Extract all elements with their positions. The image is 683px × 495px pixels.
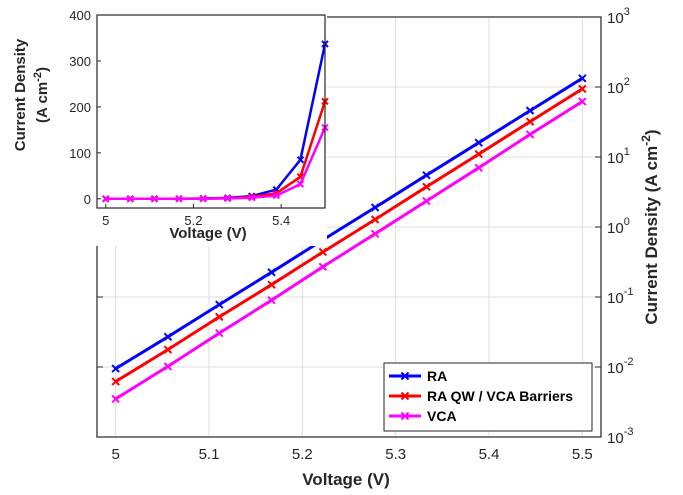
- y-tick-label: 100: [607, 216, 630, 237]
- series-line: [114, 77, 584, 370]
- data-point: [578, 74, 587, 83]
- y-tick-label: 101: [607, 146, 630, 167]
- inset-x-tick-label: 5: [102, 213, 109, 228]
- data-point: [163, 332, 173, 342]
- inset-y-tick-label: 0: [84, 192, 91, 207]
- data-point: [267, 280, 276, 289]
- x-tick-label: 5.4: [479, 446, 500, 463]
- legend-item-ra: RA: [389, 368, 447, 384]
- y-tick-label: 10-1: [607, 286, 633, 307]
- inset-data-point: [150, 195, 159, 203]
- inset-data-point: [272, 191, 281, 200]
- x-tick-label: 5.2: [292, 446, 313, 463]
- legend-item-ra-qw-vca-barriers: RA QW / VCA Barriers: [389, 388, 573, 404]
- data-point: [111, 377, 120, 386]
- series-line: [114, 100, 584, 401]
- data-point: [578, 97, 587, 106]
- series-ra-qw-vca-barriers: [111, 84, 587, 386]
- inset-y-axis-label-line1: Current Density: [12, 38, 29, 151]
- legend-marker: [400, 411, 410, 421]
- data-point: [474, 138, 483, 147]
- y-tick-label: 102: [607, 76, 630, 97]
- inset-x-axis-label: Voltage (V): [169, 225, 246, 242]
- data-point: [163, 345, 173, 354]
- main-y-tick-labels: 10-3 10-2 10-1 100 101 102 103: [607, 6, 633, 447]
- main-chart: 5 5.1 5.2 5.3 5.4 5.5 10-310-210-110010110210…: [96, 6, 661, 489]
- legend-marker: [400, 391, 410, 401]
- series-line: [114, 87, 584, 383]
- data-point: [370, 203, 380, 212]
- x-tick-label: 5: [111, 446, 119, 463]
- inset-data-point: [175, 195, 183, 203]
- inset-y-axis-label-line2: (A cm-2): [32, 67, 51, 123]
- data-point: [474, 149, 483, 159]
- data-point: [525, 106, 535, 115]
- inset-x-tick-label: 5.4: [272, 213, 290, 228]
- inset-data-point: [199, 194, 207, 203]
- inset-x-tick-labels: 5 5.2 5.4: [102, 204, 290, 228]
- inset-axes-box: [96, 14, 326, 209]
- inset-data-point: [102, 195, 110, 203]
- x-tick-label: 5.1: [199, 446, 220, 463]
- data-point: [215, 300, 224, 309]
- inset-y-tick-label: 100: [69, 146, 91, 161]
- legend-marker: [400, 371, 410, 381]
- data-point: [267, 295, 276, 305]
- main-y-axis-label: Current Density (A cm-2): [639, 129, 661, 324]
- data-point: [370, 229, 380, 238]
- data-point: [422, 182, 431, 192]
- data-point: [422, 196, 431, 206]
- data-point: [422, 170, 431, 180]
- x-tick-label: 5.3: [385, 446, 406, 463]
- inset-series: [102, 40, 329, 203]
- legend-item-vca: VCA: [389, 408, 457, 424]
- data-point: [163, 362, 173, 371]
- data-point: [525, 130, 535, 139]
- x-tick-label: 5.5: [572, 446, 593, 463]
- main-series: [111, 74, 587, 404]
- y-tick-label: 10-2: [607, 356, 633, 377]
- inset-data-point: [126, 195, 135, 203]
- inset-series-line: [105, 127, 327, 201]
- data-point: [318, 247, 328, 257]
- data-point: [215, 328, 224, 338]
- inset-chart: 5 5.2 5.4 0 100 200 300 400 Voltage (V) Curren…: [0, 0, 329, 246]
- data-point: [474, 163, 483, 173]
- inset-data-point: [223, 194, 232, 203]
- series-vca: [111, 97, 587, 404]
- data-point: [578, 84, 587, 94]
- inset-data-point: [248, 193, 256, 202]
- inset-y-tick-label: 300: [69, 54, 91, 69]
- data-point: [267, 268, 276, 277]
- inset-x-tick-label: 5.2: [184, 213, 202, 228]
- inset-data-point: [296, 180, 305, 188]
- main-x-tick-labels: 5 5.1 5.2 5.3 5.4 5.5: [111, 446, 592, 463]
- inset-y-tick-labels: 0 100 200 300 400: [69, 8, 101, 207]
- data-point: [111, 364, 120, 373]
- data-point: [525, 117, 535, 126]
- inset-y-tick-label: 400: [69, 8, 91, 23]
- y-tick-label: 103: [607, 6, 630, 27]
- inset-series-vca: [102, 123, 329, 203]
- legend-items: RA RA QW / VCA Barriers VCA: [389, 368, 573, 424]
- inset-y-tick-label: 200: [69, 100, 91, 115]
- inset-background: [0, 0, 327, 246]
- legend-label: RA: [427, 368, 447, 384]
- legend-label: RA QW / VCA Barriers: [427, 388, 573, 404]
- data-point: [215, 312, 224, 322]
- main-x-axis-label: Voltage (V): [302, 470, 390, 489]
- data-point: [370, 215, 380, 224]
- data-point: [318, 262, 328, 272]
- inset-data-point: [296, 156, 305, 164]
- legend: RA RA QW / VCA Barriers VCA: [383, 362, 593, 432]
- y-tick-label: 10-3: [607, 426, 633, 447]
- data-point: [111, 394, 120, 404]
- legend-label: VCA: [427, 408, 457, 424]
